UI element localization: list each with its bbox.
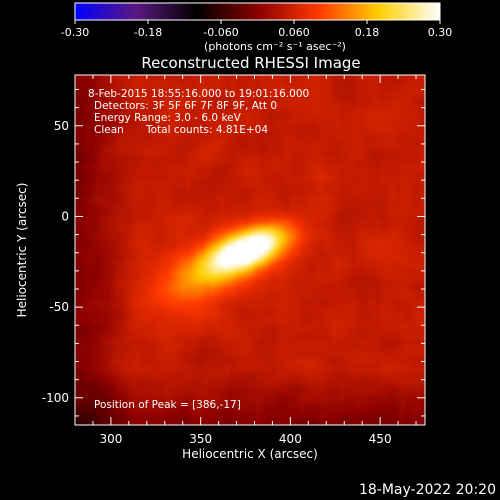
- x-tick-label: 300: [99, 432, 122, 446]
- y-tick-label: 0: [61, 209, 69, 223]
- x-tick-label: 450: [369, 432, 392, 446]
- annotation-peak-position: Position of Peak = [386,-17]: [94, 399, 241, 411]
- y-tick-label: -100: [42, 391, 69, 405]
- chart-title: Reconstructed RHESSI Image: [141, 54, 360, 72]
- colorbar-units-label: (photons cm⁻² s⁻¹ asec⁻²): [204, 40, 346, 53]
- x-tick-label: 350: [189, 432, 212, 446]
- colorbar-tick-label: -0.30: [61, 26, 89, 39]
- y-tick-label: 50: [54, 119, 69, 133]
- colorbar-tick-label: 0.18: [355, 26, 380, 39]
- x-tick-label: 400: [279, 432, 302, 446]
- colorbar-tick-label: 0.060: [278, 26, 310, 39]
- annotation-block: 8-Feb-2015 18:55:16.000 to 19:01:16.000 …: [88, 88, 309, 411]
- colorbar-tick-label: 0.30: [428, 26, 453, 39]
- y-axis: 50 0 -50 -100: [42, 89, 425, 417]
- peak-marker: [262, 244, 269, 251]
- annotation-detectors: Detectors: 3F 5F 6F 7F 8F 9F, Att 0: [94, 100, 277, 112]
- annotation-time-range: 8-Feb-2015 18:55:16.000 to 19:01:16.000: [88, 88, 309, 100]
- annotation-total-counts: Total counts: 4.81E+04: [145, 124, 268, 136]
- colorbar-ticks: -0.30 -0.18 -0.060 0.060 0.18 0.30: [61, 20, 452, 39]
- colorbar-bar: [74, 2, 441, 21]
- x-axis-label: Heliocentric X (arcsec): [182, 447, 318, 461]
- x-axis: 300 350 400 450: [92, 75, 417, 446]
- plot-frame: [74, 74, 426, 426]
- annotation-energy-range: Energy Range: 3.0 - 6.0 keV: [94, 112, 242, 124]
- plot-area: 300 350 400 450 500-50-100: [42, 74, 426, 446]
- footer-date: 18-May-2022 20:20: [359, 482, 496, 498]
- y-axis-label: Heliocentric Y (arcsec): [15, 183, 29, 318]
- heatmap-image: [75, 75, 425, 425]
- y-tick-label: -50: [49, 300, 69, 314]
- annotation-algorithm: Clean: [94, 124, 124, 136]
- colorbar-tick-label: -0.18: [134, 26, 162, 39]
- colorbar: -0.30 -0.18 -0.060 0.060 0.18 0.30 (photons c…: [61, 2, 452, 53]
- colorbar-tick-label: -0.060: [203, 26, 238, 39]
